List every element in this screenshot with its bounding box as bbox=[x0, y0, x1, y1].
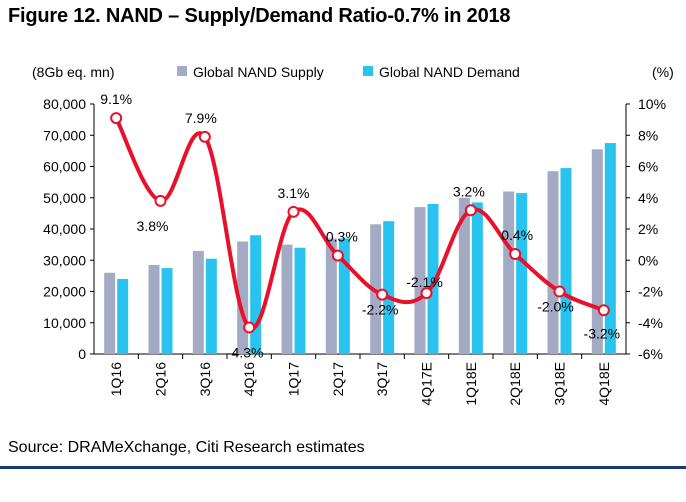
ratio-point bbox=[331, 249, 344, 262]
ratio-point bbox=[154, 194, 167, 207]
footer-divider bbox=[0, 466, 686, 469]
left-tick-label: 60,000 bbox=[43, 159, 86, 175]
ratio-data-label: -2.2% bbox=[362, 302, 399, 318]
x-tick-label: 1Q18E bbox=[463, 362, 479, 406]
left-tick-label: 30,000 bbox=[43, 252, 86, 268]
ratio-data-label: 3.8% bbox=[137, 218, 169, 234]
left-tick-label: 20,000 bbox=[43, 284, 86, 300]
supply-bar bbox=[281, 244, 293, 354]
source-note: Source: DRAMeXchange, Citi Research esti… bbox=[8, 439, 365, 456]
x-tick-label: 3Q18E bbox=[552, 362, 568, 406]
demand-bar bbox=[205, 258, 217, 354]
supply-bar bbox=[148, 264, 160, 354]
right-tick-label: 8% bbox=[638, 127, 658, 143]
legend-label-supply: Global NAND Supply bbox=[193, 64, 324, 80]
ratio-point bbox=[243, 321, 256, 334]
x-tick-label: 2Q18E bbox=[507, 362, 523, 406]
ratio-data-label: -2.1% bbox=[406, 274, 443, 290]
legend-swatch-supply bbox=[177, 66, 187, 76]
right-tick-label: 0% bbox=[638, 252, 658, 268]
supply-bar bbox=[591, 149, 603, 354]
ratio-point bbox=[509, 248, 522, 260]
chart-labels: 9.1% 3.8% 7.9% -4.3% 3.1% 0.3% -2.2% -2.1% 3.2% 0… bbox=[100, 91, 620, 360]
legend-swatch-demand bbox=[363, 66, 373, 76]
supply-bar bbox=[104, 272, 116, 354]
demand-bar bbox=[250, 235, 262, 354]
right-tick-label: 6% bbox=[638, 159, 658, 175]
ratio-point bbox=[110, 112, 123, 125]
bar-series bbox=[104, 143, 616, 354]
x-tick-label: 4Q18E bbox=[596, 362, 612, 406]
right-tick-label: -2% bbox=[638, 284, 663, 300]
supply-bar bbox=[503, 191, 515, 354]
supply-bar bbox=[192, 250, 204, 354]
ratio-data-label: 3.1% bbox=[278, 185, 310, 201]
demand-bar bbox=[383, 221, 395, 354]
ratio-data-label: 7.9% bbox=[185, 110, 217, 126]
demand-bar bbox=[117, 279, 129, 354]
demand-bar bbox=[338, 238, 350, 354]
left-tick-label: 40,000 bbox=[43, 221, 86, 237]
x-tick-label: 3Q16 bbox=[197, 362, 213, 396]
demand-bar bbox=[427, 204, 439, 354]
right-axis-unit: (%) bbox=[652, 64, 674, 80]
ratio-point bbox=[376, 288, 389, 301]
ratio-point bbox=[464, 204, 477, 217]
supply-bar bbox=[547, 171, 559, 354]
supply-bar bbox=[414, 207, 426, 354]
right-tick-label: -6% bbox=[638, 346, 663, 362]
ratio-data-label: 3.2% bbox=[453, 183, 485, 199]
left-tick-label: 50,000 bbox=[43, 190, 86, 206]
x-tick-label: 4Q16 bbox=[241, 362, 257, 396]
figure-title: Figure 12. NAND – Supply/Demand Ratio-0.… bbox=[8, 5, 511, 27]
ratio-point bbox=[553, 285, 566, 298]
demand-bar bbox=[471, 202, 483, 354]
right-tick-label: -4% bbox=[638, 315, 663, 331]
ratio-point bbox=[287, 205, 300, 218]
x-tick-label: 4Q17E bbox=[419, 362, 435, 406]
demand-bar bbox=[516, 193, 528, 354]
x-tick-label: 3Q17 bbox=[374, 362, 390, 396]
ratio-point bbox=[198, 130, 211, 143]
ratio-data-label: -3.2% bbox=[584, 325, 621, 341]
demand-bar bbox=[294, 247, 306, 354]
ratio-data-label: 0.3% bbox=[326, 229, 358, 245]
ratio-line-series bbox=[110, 112, 610, 334]
ratio-data-label: -2.0% bbox=[537, 299, 574, 315]
x-tick-label: 2Q17 bbox=[330, 362, 346, 396]
ratio-data-label: 9.1% bbox=[100, 91, 132, 107]
ratio-line bbox=[114, 117, 605, 331]
right-tick-label: 2% bbox=[638, 221, 658, 237]
ratio-point bbox=[597, 304, 610, 317]
left-tick-label: 70,000 bbox=[43, 127, 86, 143]
right-tick-label: 4% bbox=[638, 190, 658, 206]
legend-label-demand: Global NAND Demand bbox=[379, 64, 520, 80]
ratio-data-label: -4.3% bbox=[227, 344, 264, 360]
x-tick-label: 1Q17 bbox=[286, 362, 302, 396]
left-tick-label: 80,000 bbox=[43, 96, 86, 112]
left-axis-unit: (8Gb eq. mn) bbox=[32, 64, 114, 80]
chart: 0 10,000 20,000 30,000 40,000 50,000 60,000 70,… bbox=[32, 64, 674, 406]
demand-bar bbox=[560, 168, 572, 354]
demand-bar bbox=[161, 268, 173, 354]
x-tick-label: 1Q16 bbox=[108, 362, 124, 396]
supply-bar bbox=[237, 241, 249, 354]
supply-bar bbox=[325, 238, 337, 354]
x-tick-label: 2Q16 bbox=[153, 362, 169, 396]
chart-axes: 0 10,000 20,000 30,000 40,000 50,000 60,000 70,… bbox=[32, 64, 674, 406]
left-tick-label: 10,000 bbox=[43, 315, 86, 331]
demand-bar bbox=[604, 143, 616, 354]
supply-bar bbox=[458, 197, 470, 354]
ratio-point bbox=[420, 287, 433, 300]
ratio-data-label: 0.4% bbox=[501, 227, 533, 243]
right-tick-label: 10% bbox=[638, 96, 666, 112]
left-tick-label: 0 bbox=[78, 346, 86, 362]
